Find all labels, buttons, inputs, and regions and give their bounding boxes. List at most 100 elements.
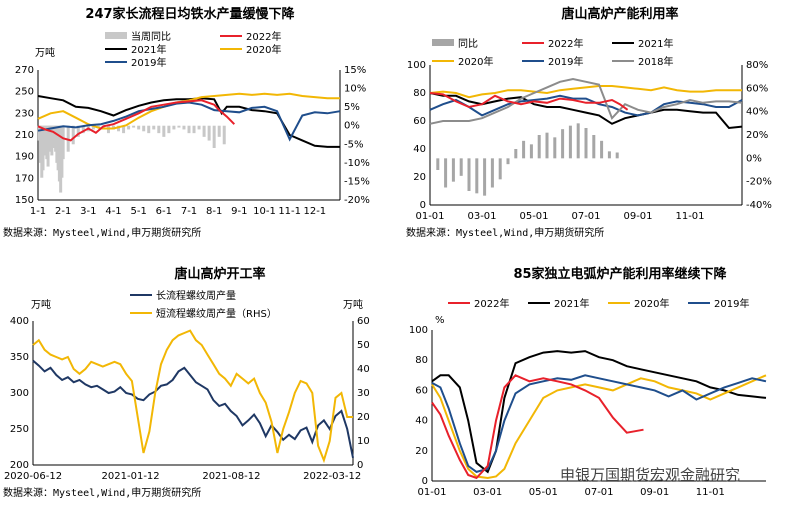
y2-tick-label: 60 — [357, 316, 370, 327]
chart-4: 85家独立电弧炉产能利用率继续下降 100 80 60 40 20 001-01 03-01 0… — [409, 266, 767, 498]
bar — [600, 140, 604, 159]
bar — [117, 125, 121, 132]
series-line — [32, 329, 353, 464]
bar — [498, 158, 502, 180]
bar — [182, 125, 186, 130]
x-tick-label: 10-1 — [253, 206, 276, 217]
x-tick-label: 3-1 — [80, 206, 96, 217]
x-tick-label: 07-01 — [571, 211, 600, 222]
series-line — [32, 359, 354, 458]
bar — [576, 123, 580, 159]
x-tick-label: 4-1 — [105, 206, 121, 217]
bar — [127, 125, 131, 130]
y2-tick-label: -40% — [746, 200, 772, 211]
bar — [584, 128, 588, 159]
bar — [545, 132, 549, 159]
y2-tick-label: 10 — [357, 436, 370, 447]
y2-tick-label: 0 — [357, 460, 363, 471]
series-line — [429, 94, 743, 117]
series-line — [429, 85, 742, 99]
y2-tick-label: 0% — [344, 121, 360, 132]
x-tick-label: 05-01 — [529, 487, 558, 498]
y-tick-label: 0 — [422, 476, 428, 487]
legend-label: 当周同比 — [131, 30, 171, 43]
legend-label: 2021年 — [131, 43, 166, 56]
bar — [76, 125, 80, 137]
bar — [122, 125, 126, 134]
y-tick-label: 0 — [420, 200, 426, 211]
x-tick-label: 11-01 — [675, 211, 704, 222]
bar — [467, 158, 471, 191]
bar — [514, 149, 518, 159]
bar — [615, 152, 619, 159]
y-tick-label: 150 — [15, 195, 34, 206]
bar — [162, 125, 166, 137]
y2-tick-label: -10% — [344, 158, 370, 169]
y2-tick-label: 30 — [357, 388, 370, 399]
bar — [607, 151, 611, 159]
y2-tick-label: -15% — [344, 176, 370, 187]
bar — [459, 158, 463, 176]
bar — [212, 125, 216, 148]
bar — [172, 125, 176, 130]
y-unit-label: % — [435, 315, 445, 326]
y-tick-label: 250 — [15, 87, 34, 98]
y-unit-label: 万吨 — [35, 46, 55, 59]
series-line — [37, 101, 341, 142]
y-unit-label: 万吨 — [31, 298, 51, 311]
x-tick-label: 01-01 — [415, 211, 444, 222]
legend-label: 2020年 — [458, 55, 493, 68]
y2-tick-label: -5% — [344, 139, 363, 150]
bar — [187, 125, 191, 134]
source-note: 数据来源：Mysteel,Wind,申万期货研究所 — [3, 226, 201, 239]
series-line — [431, 350, 767, 474]
bar — [522, 140, 526, 159]
series-line — [431, 374, 767, 473]
y2-tick-label: -20% — [344, 195, 370, 206]
legend-label: 2022年 — [474, 297, 509, 310]
x-tick-label: 09-01 — [623, 211, 652, 222]
y2-tick-label: -20% — [746, 177, 772, 188]
series-line — [431, 374, 644, 480]
y-tick-label: 100 — [407, 60, 426, 71]
bar — [91, 125, 95, 130]
x-tick-label: 1-1 — [30, 206, 46, 217]
y-tick-label: 200 — [10, 460, 29, 471]
bar — [561, 129, 565, 159]
bar — [137, 125, 141, 130]
bar — [537, 135, 541, 159]
x-tick-label: 12-1 — [303, 206, 326, 217]
y-tick-label: 60 — [415, 385, 428, 396]
bar — [71, 125, 75, 145]
bar — [177, 125, 181, 128]
bar — [197, 125, 201, 130]
chart-title: 唐山高炉开工率 — [174, 266, 265, 282]
y2-tick-label: 40% — [746, 107, 768, 118]
y2-tick-label: 20% — [746, 130, 768, 141]
bar — [217, 125, 221, 137]
chart-title: 247家长流程日均铁水产量缓慢下降 — [85, 6, 295, 22]
y2-tick-label: 60% — [746, 83, 768, 94]
source-note: 数据来源：Mysteel,Wind,申万期货研究所 — [406, 226, 604, 239]
bar — [436, 158, 440, 170]
bar — [222, 125, 226, 145]
y-tick-label: 40 — [413, 144, 426, 155]
legend-label: 长流程螺纹周产量 — [156, 289, 236, 302]
x-tick-label: 7-1 — [181, 206, 197, 217]
legend-swatch — [432, 39, 454, 46]
x-tick-label: 5-1 — [130, 206, 146, 217]
legend-label: 2019年 — [714, 297, 749, 310]
chart-2: 唐山高炉产能利用率 100 80 60 40 20 0 80% 60% 40% 20% 0% -20% -… — [407, 6, 772, 222]
x-tick-label: 03-01 — [467, 211, 496, 222]
bar — [529, 144, 533, 159]
y2-tick-label: 0% — [746, 153, 762, 164]
legend-label: 2021年 — [638, 37, 673, 50]
x-tick-label: 03-01 — [473, 487, 502, 498]
y-tick-label: 400 — [10, 316, 29, 327]
y2-tick-label: 50 — [357, 340, 370, 351]
y-tick-label: 270 — [15, 65, 34, 76]
x-tick-label: 2020-06-12 — [4, 471, 62, 482]
bar — [207, 125, 211, 141]
y-tick-label: 230 — [15, 108, 34, 119]
y-tick-label: 20 — [413, 172, 426, 183]
